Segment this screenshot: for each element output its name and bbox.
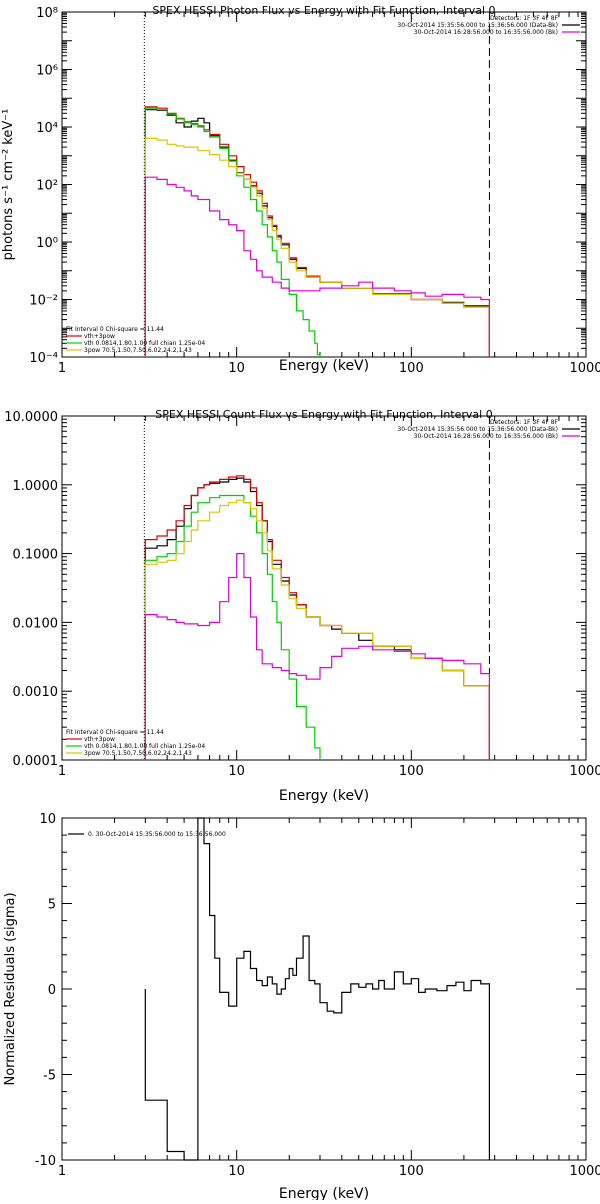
legend-bottom-entry: Fit Interval 0 Chi-square = 11.44	[66, 326, 164, 333]
legend-bottom-entry: vth+3pow	[84, 333, 115, 340]
legend-top-entry: 30-Oct-2014 16:28:56.000 to 16:35:56.000…	[414, 433, 558, 440]
y-tick-label: 0.0001	[13, 754, 59, 769]
chart-panel-3: 1 10 100 1000 Energy (keV) -10 -5 0 5 10 Normalize…	[3, 812, 600, 1202]
y-tick-label: 10⁶	[36, 64, 58, 79]
legend-bottom-entry: vth 0.0814,1.80,1.00 full chian 1.25e-04	[84, 743, 205, 750]
chart-title: SPEX HESSI Count Flux vs Energy with Fit…	[155, 408, 492, 421]
y-tick-label: -10	[35, 1154, 56, 1169]
y-tick-label: 0.0100	[13, 616, 59, 631]
x-tick-label: 100	[399, 764, 424, 779]
x-tick-label: 100	[399, 1164, 424, 1179]
series-line-4	[144, 499, 490, 760]
y-tick-label: 10	[39, 812, 56, 827]
x-tick-label: 1	[58, 764, 66, 779]
series-line-2	[144, 475, 490, 760]
x-axis-label: Energy (keV)	[279, 358, 369, 374]
series-line-1	[144, 477, 490, 760]
y-tick-label: 10⁻⁴	[29, 351, 58, 366]
series-line-4	[144, 137, 490, 357]
y-tick-label: 0.0010	[13, 685, 59, 700]
y-tick-label: 10.0000	[4, 410, 58, 425]
y-tick-label: -5	[43, 1069, 56, 1084]
x-tick-label: 1000	[569, 764, 600, 779]
y-tick-label: 5	[48, 898, 56, 913]
series-line-1	[144, 817, 490, 1161]
legend-bottom-entry: 3pow 70.5,1.50,7.50,6.02,24.2,1.43	[84, 347, 192, 354]
x-tick-label: 10	[228, 1164, 245, 1179]
series-line-3	[144, 494, 321, 760]
y-tick-label: 10⁴	[36, 121, 58, 136]
y-tick-label: 10⁸	[36, 6, 58, 21]
chart-panel-1: SPEX HESSI Photon Flux vs Energy with Fi…	[1, 4, 600, 376]
plot-frame	[61, 11, 587, 358]
legend-bottom-entry: vth 0.0814,1.80,1.00 full chian 1.25e-04	[84, 340, 205, 347]
series-line-3	[144, 107, 321, 357]
legend-top-entry: 30-Oct-2014 15:35:56.000 to 15:36:56.000…	[397, 426, 558, 433]
legend-bottom-entry: vth+3pow	[84, 736, 115, 743]
y-tick-label: 10⁰	[36, 236, 58, 251]
x-tick-label: 1	[58, 361, 66, 376]
series-line-5	[144, 176, 490, 357]
y-tick-label: 0	[48, 983, 56, 998]
y-axis-label: Normalized Residuals (sigma)	[3, 892, 18, 1085]
plot-frame	[61, 415, 587, 761]
x-tick-label: 10	[228, 361, 245, 376]
y-tick-label: 10⁻²	[29, 294, 58, 309]
chart-title: SPEX HESSI Photon Flux vs Energy with Fi…	[152, 4, 495, 17]
y-tick-label: 1.0000	[13, 479, 59, 494]
legend-top-entry: Detectors: 1F 3F 4F 8F	[490, 15, 559, 22]
legend-bottom-entry: Fit Interval 0 Chi-square = 11.44	[66, 729, 164, 736]
plot-frame	[61, 817, 587, 1161]
y-tick-label: 10²	[36, 179, 58, 194]
series-line-5	[144, 553, 490, 760]
legend-top-entry: 30-Oct-2014 16:28:56.000 to 16:35:56.000…	[414, 29, 558, 36]
legend-bottom-entry: 3pow 70.5,1.50,7.50,6.02,24.2,1.43	[84, 750, 192, 757]
series-line-2	[144, 106, 490, 357]
x-tick-label: 100	[399, 361, 424, 376]
legend-top-entry: Detectors: 1F 3F 4F 8F	[490, 419, 559, 426]
x-tick-label: 1000	[569, 361, 600, 376]
x-tick-label: 1000	[569, 1164, 600, 1179]
x-axis-label: Energy (keV)	[279, 1186, 369, 1200]
y-tick-label: 0.1000	[13, 548, 59, 563]
chart-panel-2: SPEX HESSI Count Flux vs Energy with Fit…	[4, 408, 600, 804]
x-tick-label: 10	[228, 764, 245, 779]
y-axis-label: photons s⁻¹ cm⁻² keV⁻¹	[1, 109, 16, 261]
legend-top-entry: 30-Oct-2014 15:35:56.000 to 15:36:56.000…	[397, 22, 558, 29]
x-tick-label: 1	[58, 1164, 66, 1179]
x-axis-label: Energy (keV)	[279, 788, 369, 804]
legend-entry: 0. 30-Oct-2014 15:35:56.000 to 15:36:56.…	[88, 831, 226, 838]
